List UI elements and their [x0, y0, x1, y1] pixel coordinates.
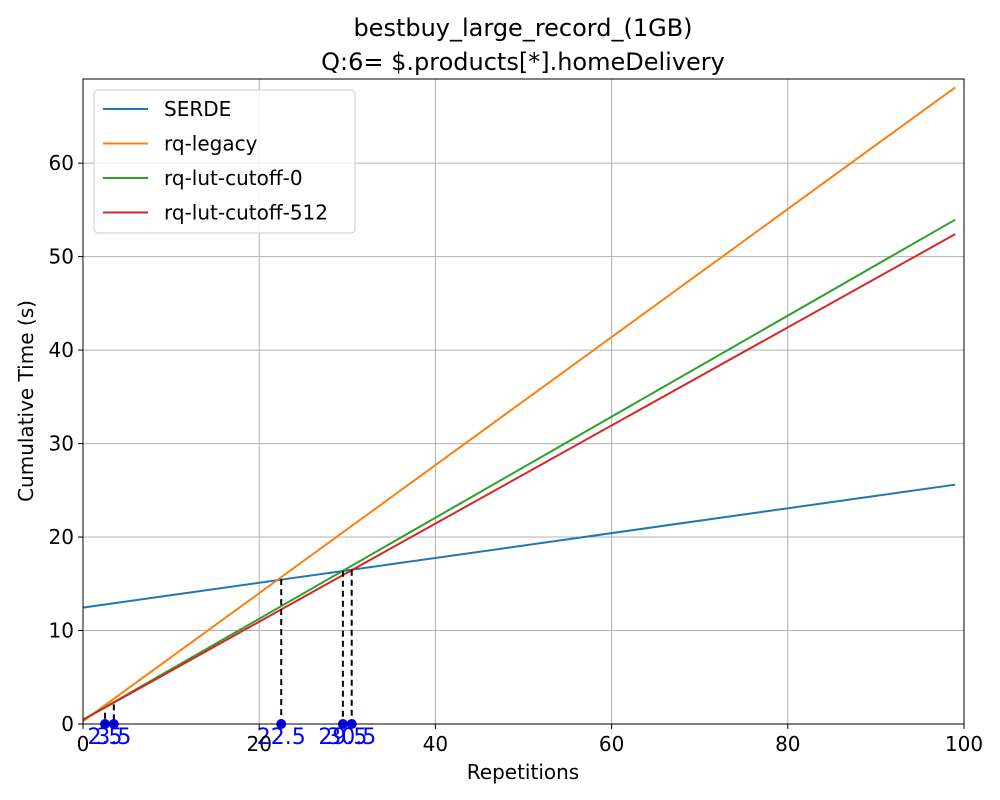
ticks: 0 20 40 60 80 100 0 10 20 30 40 50 60 — [49, 151, 984, 756]
series-line-rq-lut-cutoff-512 — [82, 233, 956, 721]
x-tick-label: 0 — [77, 732, 90, 756]
x-tick-label: 20 — [246, 732, 271, 756]
legend-box — [93, 89, 356, 234]
x-tick-label: 40 — [423, 732, 448, 756]
x-axis-label: Repetitions — [467, 760, 579, 784]
y-tick-label: 20 — [49, 525, 74, 549]
series-line-SERDE — [82, 483, 956, 609]
y-tick-label: 60 — [49, 151, 74, 175]
chart-title: bestbuy_large_record_(1GB) — [353, 14, 692, 42]
crossover-label: 29.5 — [318, 725, 367, 750]
y-axis-label: Cumulative Time (s) — [14, 300, 38, 502]
x-tick-label: 80 — [775, 732, 800, 756]
crossover-label: 3.5 — [96, 725, 131, 750]
x-tick-label: 100 — [945, 732, 983, 756]
y-tick-label: 50 — [49, 245, 74, 269]
y-tick-label: 0 — [61, 712, 74, 736]
y-tick-label: 30 — [49, 432, 74, 456]
y-tick-label: 10 — [49, 619, 74, 643]
legend-entry: rq-lut-cutoff-0 — [164, 166, 303, 190]
series-line-rq-legacy — [82, 86, 956, 723]
plot-area — [82, 86, 956, 723]
x-tick-label: 60 — [599, 732, 624, 756]
legend: SERDE rq-legacy rq-lut-cutoff-0 rq-lut-cuto… — [93, 89, 356, 234]
crossover-markers: 2.53.5 22.5 29.530.5 — [88, 569, 376, 750]
series-line-rq-lut-cutoff-0 — [82, 218, 956, 721]
legend-entry: rq-legacy — [164, 132, 258, 156]
y-tick-label: 40 — [49, 338, 74, 362]
legend-entry: SERDE — [164, 97, 231, 121]
crossover-label: 30.5 — [327, 725, 376, 750]
legend-entry: rq-lut-cutoff-512 — [164, 201, 328, 225]
crossover-label: 2.5 — [88, 725, 123, 750]
crossover-label: 22.5 — [257, 725, 306, 750]
axes-frame — [82, 78, 965, 725]
chart-subtitle: Q:6= $.products[*].homeDelivery — [321, 48, 725, 76]
